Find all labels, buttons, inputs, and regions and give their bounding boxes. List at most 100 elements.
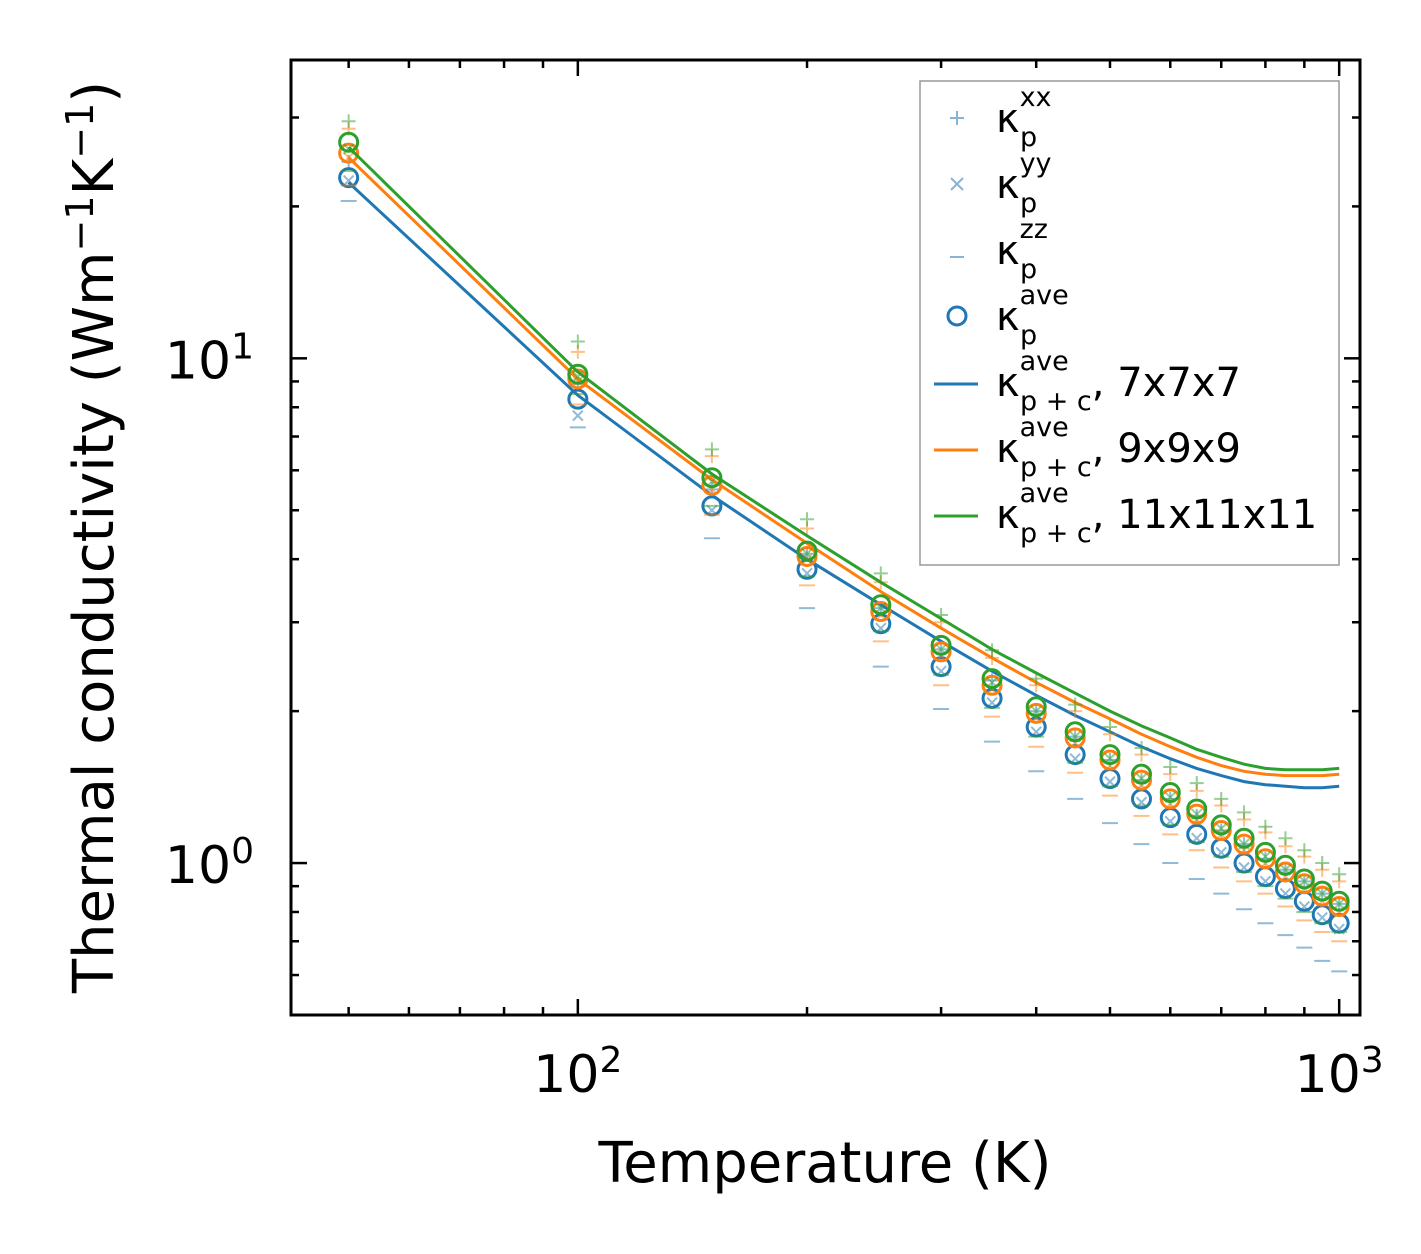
kappa-ave-11x11x11-point: [1064, 721, 1086, 743]
kappa-ave-7x7x7-point: [338, 167, 360, 189]
legend-kappa: κ: [996, 294, 1020, 340]
x-tick-label-exponent: 2: [599, 1040, 622, 1081]
kappa-xx-11x11x11-point: [1332, 867, 1347, 882]
legend-kappa: κ: [996, 492, 1020, 538]
y-axis-label: Thermal conductivity (Wm−1K−1): [58, 81, 127, 994]
kappa-xx-11x11x11-point: [1278, 831, 1293, 846]
x-tick-label-base: 10: [533, 1045, 599, 1105]
legend-kappa: κ: [996, 162, 1020, 208]
legend-label: κave p + c, 11x11x11: [996, 478, 1317, 549]
legend-kappa: κ: [996, 360, 1020, 406]
kappa-ave-9x9x9-point: [1254, 848, 1276, 870]
kappa-ave-11x11x11-point: [870, 594, 892, 616]
kappa-ave-7x7x7-point: [1210, 837, 1232, 859]
legend-subscript: p: [1020, 122, 1037, 153]
kappa-ave-11x11x11-point: [981, 668, 1003, 690]
kappa-ave-11x11x11-point: [1099, 744, 1121, 766]
axis-ticks: [291, 60, 1360, 1017]
x-tick-label-base: 10: [1295, 1045, 1361, 1105]
kappa-yy-7x7x7-point: [1104, 775, 1116, 788]
kappa-ave-7x7x7-point: [1099, 768, 1121, 790]
plot-frame: [289, 58, 1362, 1017]
kappa-ave-11x11x11-point: [796, 540, 818, 562]
legend-superscript: ave: [1020, 478, 1069, 509]
kappa-ave-9x9x9-point: [1210, 820, 1232, 842]
kappa-yy-11x11x11-point: [1333, 898, 1345, 910]
kappa-ave-7x7x7-point: [567, 388, 589, 410]
kappa-ave-11x11x11-point: [1159, 781, 1181, 803]
legend-kappa: κ: [996, 96, 1020, 142]
fit-line-9x9x9: [347, 156, 1340, 778]
legend-superscript: ave: [1020, 412, 1069, 443]
kappa-xx-11x11x11-point: [1102, 720, 1117, 735]
kappa-ave-11x11x11-point: [701, 467, 723, 489]
kappa-ave-11x11x11-point: [567, 363, 589, 385]
kappa-yy-7x7x7-point: [1316, 911, 1328, 924]
kappa-xx-11x11x11-point: [1214, 791, 1229, 806]
kappa-ave-9x9x9-point: [1025, 702, 1047, 724]
kappa-xx-11x11x11-point: [873, 566, 888, 581]
legend-label: κzz p: [996, 214, 1048, 285]
legend-subscript: p: [1020, 320, 1037, 351]
legend-label: κave p + c, 9x9x9: [996, 412, 1241, 483]
kappa-xx-11x11x11-point: [704, 442, 719, 457]
kappa-ave-11x11x11-point: [1025, 696, 1047, 718]
kappa-yy-7x7x7-point: [572, 409, 584, 422]
kappa-xx-11x11x11-point: [341, 114, 356, 129]
axis-labels: Temperature (K) Thermal conductivity (Wm…: [58, 81, 1384, 1196]
kappa-ave-7x7x7-point: [1233, 852, 1255, 874]
kappa-ave-7x7x7-point: [1254, 866, 1276, 888]
legend-label: κave p + c, 7x7x7: [996, 346, 1241, 417]
kappa-xx-11x11x11-point: [1315, 856, 1330, 871]
legend-label: κave p: [996, 280, 1069, 351]
legend-kappa: κ: [996, 228, 1020, 274]
kappa-ave-9x9x9-point: [1099, 749, 1121, 771]
y-tick-label-exponent: 0: [231, 831, 254, 872]
legend-suffix: , 9x9x9: [1092, 426, 1241, 472]
kappa-ave-9x9x9-point: [701, 474, 723, 496]
kappa-ave-11x11x11-point: [1311, 880, 1333, 902]
kappa-yy-11x11x11-point: [801, 548, 813, 560]
kappa-xx-11x11x11-point: [1258, 819, 1273, 834]
legend-superscript: zz: [1020, 214, 1048, 245]
kappa-ave-9x9x9-point: [981, 674, 1003, 696]
x-tick-label-exponent: 3: [1361, 1040, 1384, 1081]
kappa-ave-11x11x11-point: [930, 634, 952, 656]
legend-subscript: p + c: [1020, 452, 1092, 483]
x-tick-label: 103: [1295, 1040, 1384, 1105]
x-tick-label: 102: [533, 1040, 622, 1105]
kappa-ave-11x11x11-point: [1254, 841, 1276, 863]
kappa-yy-11x11x11-point: [1298, 875, 1311, 888]
kappa-ave-11x11x11-point: [1210, 814, 1232, 836]
kappa-xx-11x11x11-point: [1134, 741, 1149, 756]
fit-line-7x7x7: [347, 181, 1340, 790]
y-tick-label-exponent: 1: [231, 326, 254, 367]
y-tick-label: 100: [165, 831, 254, 896]
legend-suffix: , 7x7x7: [1092, 360, 1241, 406]
kappa-ave-9x9x9-point: [1233, 833, 1255, 855]
legend-subscript: p + c: [1020, 518, 1092, 549]
kappa-ave-9x9x9-point: [1274, 861, 1296, 883]
legend-superscript: ave: [1020, 280, 1069, 311]
kappa-yy-11x11x11-point: [875, 602, 887, 614]
x-axis-label: Temperature (K): [598, 1131, 1052, 1196]
kappa-ave-11x11x11-point: [1274, 854, 1296, 876]
legend-superscript: yy: [1020, 148, 1052, 179]
kappa-xx-11x11x11-point: [800, 512, 815, 527]
kappa-xx-11x11x11-point: [1068, 697, 1083, 712]
legend-superscript: ave: [1020, 346, 1069, 377]
legend-plus-marker-icon: [950, 111, 964, 125]
y-tick-label-base: 10: [165, 836, 231, 896]
legend-circle-marker-icon: [946, 305, 968, 327]
kappa-xx-11x11x11-point: [1163, 759, 1178, 774]
kappa-xx-11x11x11-point: [1297, 843, 1312, 858]
plot-area: [338, 114, 1350, 973]
y-tick-label: 101: [165, 326, 254, 391]
kappa-ave-9x9x9-point: [870, 601, 892, 623]
kappa-ave-9x9x9-point: [930, 641, 952, 663]
kappa-ave-7x7x7-point: [1311, 904, 1333, 926]
kappa-xx-11x11x11-point: [1237, 805, 1252, 820]
kappa-ave-11x11x11-point: [1131, 763, 1153, 785]
